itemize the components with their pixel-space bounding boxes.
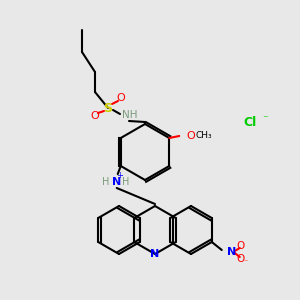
Text: N: N bbox=[112, 177, 122, 187]
Text: H: H bbox=[102, 177, 110, 187]
Text: ⁻: ⁻ bbox=[262, 114, 268, 124]
Text: N: N bbox=[227, 247, 236, 257]
Text: Cl: Cl bbox=[243, 116, 256, 128]
Text: S: S bbox=[103, 101, 112, 115]
Text: O: O bbox=[91, 111, 99, 121]
Text: NH: NH bbox=[122, 110, 138, 120]
Text: O: O bbox=[237, 241, 245, 251]
Text: N: N bbox=[150, 249, 160, 259]
Text: H: H bbox=[122, 177, 129, 187]
Text: O: O bbox=[187, 131, 196, 141]
Text: +: + bbox=[116, 172, 123, 181]
Text: CH₃: CH₃ bbox=[196, 131, 213, 140]
Text: O: O bbox=[117, 93, 125, 103]
Text: O: O bbox=[237, 254, 245, 264]
Text: ⁻: ⁻ bbox=[244, 257, 248, 266]
